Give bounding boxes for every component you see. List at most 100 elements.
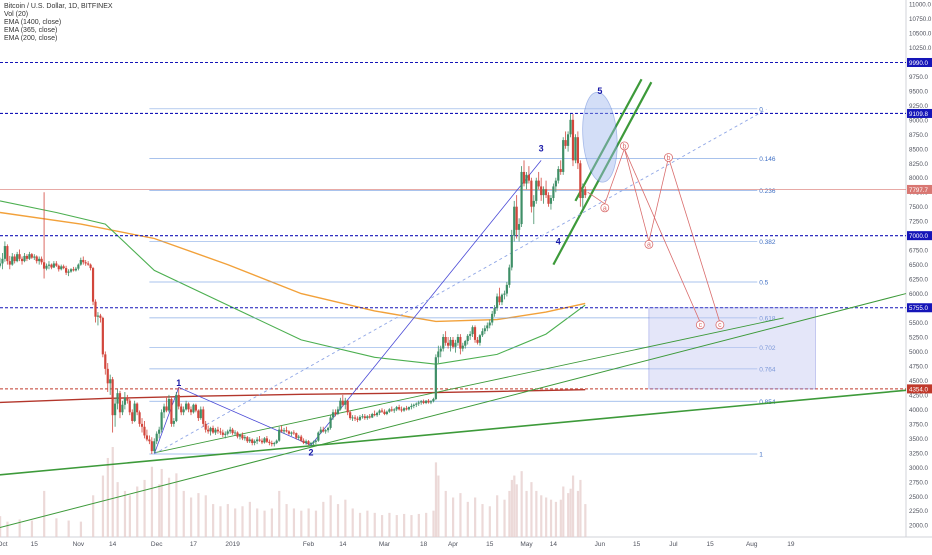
y-tick-label: 7500.0 (909, 204, 928, 211)
candle-body (20, 258, 24, 262)
x-tick-label: Feb (303, 541, 315, 548)
candle-body (109, 379, 112, 384)
indicator-ema-1400: EMA (1400, close) (4, 19, 62, 26)
candle-body (415, 403, 418, 405)
volume-bar (358, 512, 362, 537)
candle-body (285, 430, 288, 432)
candle-body (559, 169, 562, 172)
fib-level-label: 0.236 (759, 188, 776, 195)
candle-body (324, 430, 327, 432)
candle-body (473, 327, 477, 340)
volume-bar (395, 515, 398, 537)
x-tick-label: Nov (73, 541, 85, 548)
volume-bar (584, 504, 587, 537)
candle-body (576, 137, 579, 164)
volume-bar (562, 486, 565, 537)
x-tick-label: Oct (0, 541, 8, 548)
y-tick-label: 9750.0 (909, 74, 928, 81)
candle-body (297, 436, 300, 438)
volume-bar (248, 501, 251, 537)
candle-body (69, 269, 73, 272)
candle-body (18, 254, 21, 259)
candle-body (491, 313, 494, 323)
candle-body (287, 431, 291, 434)
candle-body (74, 268, 78, 271)
candle-body (390, 409, 393, 411)
candle-body (172, 420, 175, 424)
volume-bar (576, 490, 580, 537)
volume-bar (388, 512, 391, 537)
volume-bar (212, 504, 215, 537)
volume-bar (241, 506, 244, 537)
candle-body (258, 439, 261, 441)
candle-body (143, 426, 146, 436)
candle-body (155, 433, 158, 442)
candle-body (380, 410, 384, 412)
price-marker-label: 9109.8 (909, 111, 928, 118)
candle-body (148, 439, 151, 442)
volume-bar (116, 482, 119, 537)
y-tick-label: 4500.0 (909, 378, 928, 385)
candle-body (300, 436, 303, 441)
volume-bar (234, 508, 237, 537)
candle-body (513, 206, 516, 236)
candle-body (131, 412, 134, 421)
candle-body (317, 432, 320, 441)
channel-trendline (154, 317, 784, 454)
candle-body (535, 180, 538, 201)
volume-bar (503, 499, 506, 537)
candle-body (128, 400, 131, 413)
volume-bar (158, 484, 161, 537)
candle-body (187, 403, 190, 410)
price-marker-badge (907, 184, 932, 194)
x-tick-label: 15 (31, 541, 39, 548)
candle-body (77, 264, 80, 269)
candle-body (87, 263, 90, 265)
candle-body (481, 331, 484, 336)
x-tick-label: 15 (706, 541, 714, 548)
candle-body (427, 400, 430, 403)
x-tick-label: May (520, 541, 533, 548)
candle-body (312, 441, 315, 443)
volume-bar (366, 510, 369, 537)
y-tick-label: 9000.0 (909, 117, 928, 124)
candle-body (537, 180, 540, 187)
candle-body (202, 409, 205, 424)
candle-body (353, 417, 357, 419)
candle-body (309, 442, 313, 445)
volume-bar (520, 471, 523, 537)
volume-bar (175, 473, 178, 537)
candle-body (204, 423, 207, 430)
volume-bar (322, 501, 325, 537)
y-tick-label: 10750.0 (909, 16, 932, 23)
candle-body (79, 259, 82, 265)
candle-body (557, 169, 560, 181)
candle-body (38, 258, 41, 262)
candle-body (113, 403, 117, 416)
candle-body (60, 266, 63, 270)
candle-body (420, 401, 423, 403)
candle-body (121, 404, 124, 413)
candle-body (398, 407, 401, 410)
volume-bar (123, 490, 127, 537)
candle-body (106, 368, 109, 384)
volume-bar (189, 497, 193, 537)
ema-365-line (0, 211, 586, 323)
candle-body (72, 269, 75, 271)
volume-bar (219, 506, 222, 537)
candle-body (410, 405, 413, 408)
volume-bar (481, 504, 484, 537)
price-marker-badge (907, 303, 932, 313)
candle-body (8, 261, 11, 265)
legend: Bitcoin / U.S. Dollar, 1D, BITFINEX Vol … (4, 3, 113, 43)
volume-bar (417, 513, 420, 537)
candle-body (532, 200, 535, 207)
volume-bar (263, 510, 266, 537)
y-tick-label: 4000.0 (909, 407, 928, 414)
candle-body (476, 339, 479, 343)
candle-body (248, 439, 251, 442)
volume-bar (329, 495, 332, 537)
volume-bar (256, 508, 259, 537)
